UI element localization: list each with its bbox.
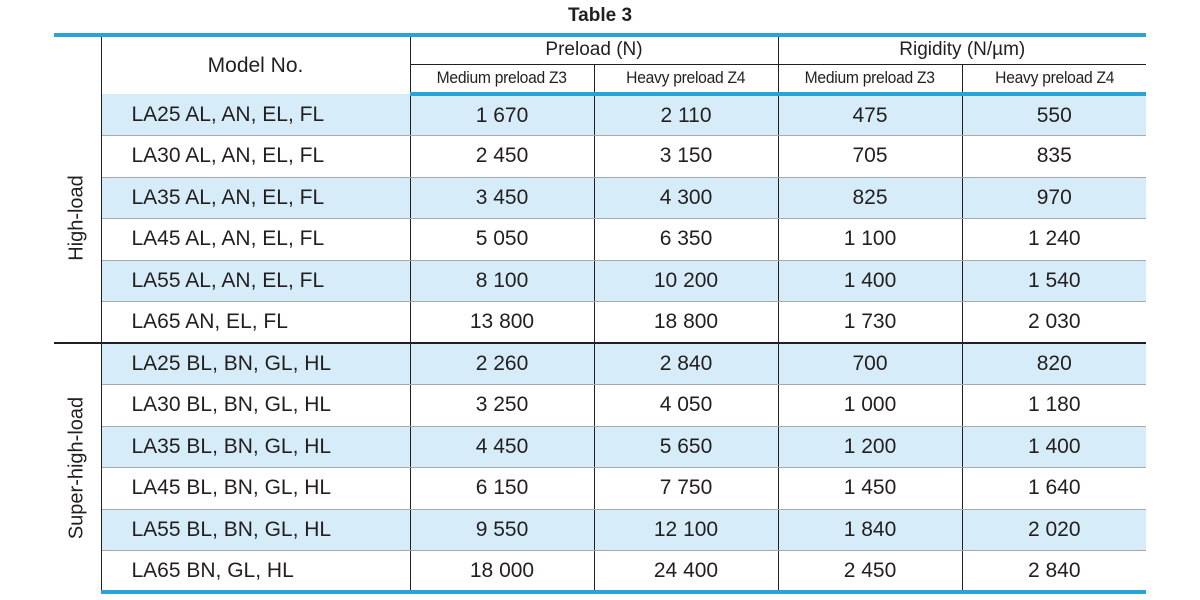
model-number-cell: LA65 BN, GL, HL: [101, 550, 411, 594]
rigidity-medium-z3-cell: 1 400: [777, 260, 962, 302]
model-number-cell: LA35 AL, AN, EL, FL: [101, 177, 411, 219]
preload-medium-z3-cell: 1 670: [410, 94, 594, 136]
table-row: LA55 BL, BN, GL, HL 9 550 12 100 1 840 2 020: [54, 509, 1147, 551]
model-number-cell: LA55 BL, BN, GL, HL: [101, 509, 411, 551]
model-number-cell: LA30 BL, BN, GL, HL: [101, 384, 411, 427]
preload-medium-z3-cell: 9 550: [410, 509, 594, 551]
rigidity-heavy-z4-cell: 1 240: [961, 218, 1147, 261]
preload-header: Preload (N): [409, 33, 778, 65]
rigidity-heavy-z4-cell: 820: [961, 342, 1147, 385]
rigidity-heavy-z4-cell: 1 540: [961, 260, 1147, 302]
rigidity-medium-z3-cell: 2 450: [777, 550, 962, 594]
rigidity-medium-z3-header: Medium preload Z3: [777, 64, 962, 96]
table-row: Super-high-load LA25 BL, BN, GL, HL 2 260 2…: [54, 342, 1147, 592]
preload-medium-z3-cell: 18 000: [410, 550, 594, 594]
rigidity-heavy-z4-cell: 1 640: [961, 467, 1147, 510]
rigidity-medium-z3-cell: 475: [777, 94, 962, 136]
rigidity-medium-z3-cell: 1 450: [777, 467, 962, 510]
rigidity-header: Rigidity (N/µm): [777, 33, 1147, 65]
preload-medium-z3-cell: 6 150: [410, 467, 594, 510]
rigidity-heavy-z4-header: Heavy preload Z4: [961, 64, 1147, 96]
group-label: High-load: [65, 175, 88, 261]
model-number-cell: LA65 AN, EL, FL: [101, 301, 411, 344]
preload-heavy-z4-cell: 10 200: [593, 260, 778, 302]
preload-medium-z3-cell: 3 450: [410, 177, 594, 219]
rigidity-heavy-z4-cell: 2 840: [961, 550, 1147, 594]
preload-medium-z3-cell: 13 800: [410, 301, 594, 344]
preload-heavy-z4-cell: 4 050: [593, 384, 778, 427]
preload-heavy-z4-cell: 3 150: [593, 135, 778, 178]
preload-heavy-z4-cell: 12 100: [593, 509, 778, 551]
rigidity-medium-z3-cell: 705: [777, 135, 962, 178]
preload-medium-z3-cell: 8 100: [410, 260, 594, 302]
rigidity-medium-z3-cell: 1 000: [777, 384, 962, 427]
table-row: LA65 AN, EL, FL 13 800 18 800 1 730 2 030: [54, 301, 1147, 344]
table-row: LA35 AL, AN, EL, FL 3 450 4 300 825 970: [54, 177, 1147, 219]
group-super-high-load: Super-high-load LA25 BL, BN, GL, HL 2 260 2…: [54, 342, 1147, 594]
preload-medium-z3-cell: 3 250: [410, 384, 594, 427]
preload-heavy-z4-cell: 2 110: [593, 94, 778, 136]
preload-medium-z3-cell: 5 050: [410, 218, 594, 261]
preload-heavy-z4-cell: 18 800: [593, 301, 778, 344]
model-number-cell: LA45 BL, BN, GL, HL: [101, 467, 411, 510]
model-number-cell: LA25 AL, AN, EL, FL: [101, 94, 411, 136]
table-row: LA35 BL, BN, GL, HL 4 450 5 650 1 200 1 400: [54, 426, 1147, 468]
preload-medium-z3-cell: 2 260: [410, 342, 594, 385]
preload-heavy-z4-cell: 7 750: [593, 467, 778, 510]
preload-heavy-z4-cell: 5 650: [593, 426, 778, 468]
rigidity-heavy-z4-cell: 2 030: [961, 301, 1147, 344]
preload-rigidity-table: Model No. Preload (N) Rigidity (N/µm) Me…: [54, 33, 1147, 594]
rigidity-heavy-z4-cell: 550: [961, 94, 1147, 136]
model-number-cell: LA25 BL, BN, GL, HL: [101, 342, 411, 385]
preload-heavy-z4-header: Heavy preload Z4: [593, 64, 778, 96]
preload-heavy-z4-cell: 4 300: [593, 177, 778, 219]
table-row: High-load LA25 AL, AN, EL, FL 1 670 2 110 47…: [54, 94, 1147, 343]
table-row: LA30 BL, BN, GL, HL 3 250 4 050 1 000 1 180: [54, 384, 1147, 427]
model-number-cell: LA55 AL, AN, EL, FL: [101, 260, 411, 302]
rigidity-heavy-z4-cell: 970: [961, 177, 1147, 219]
model-number-cell: LA30 AL, AN, EL, FL: [101, 135, 411, 178]
rigidity-medium-z3-cell: 1 840: [777, 509, 962, 551]
group-label-cell: Super-high-load: [54, 342, 102, 592]
model-number-cell: LA35 BL, BN, GL, HL: [101, 426, 411, 468]
rigidity-heavy-z4-cell: 1 400: [961, 426, 1147, 468]
rigidity-medium-z3-cell: 700: [777, 342, 962, 385]
model-number-header: Model No.: [100, 33, 411, 94]
table-row: LA45 BL, BN, GL, HL 6 150 7 750 1 450 1 640: [54, 467, 1147, 510]
rigidity-heavy-z4-cell: 1 180: [961, 384, 1147, 427]
preload-medium-z3-cell: 4 450: [410, 426, 594, 468]
table-row: LA55 AL, AN, EL, FL 8 100 10 200 1 400 1 540: [54, 260, 1147, 302]
preload-medium-z3-cell: 2 450: [410, 135, 594, 178]
rigidity-medium-z3-cell: 1 730: [777, 301, 962, 344]
table-row: LA30 AL, AN, EL, FL 2 450 3 150 705 835: [54, 135, 1147, 178]
rigidity-medium-z3-cell: 1 200: [777, 426, 962, 468]
rigidity-medium-z3-cell: 1 100: [777, 218, 962, 261]
table-title: Table 3: [567, 5, 633, 26]
rigidity-heavy-z4-cell: 835: [961, 135, 1147, 178]
group-label-cell: High-load: [54, 94, 102, 343]
group-header-blank: [54, 33, 101, 94]
preload-heavy-z4-cell: 2 840: [593, 342, 778, 385]
model-number-cell: LA45 AL, AN, EL, FL: [101, 218, 411, 261]
table-row: LA45 AL, AN, EL, FL 5 050 6 350 1 100 1 240: [54, 218, 1147, 261]
table-row: LA65 BN, GL, HL 18 000 24 400 2 450 2 840: [54, 550, 1147, 594]
group-label: Super-high-load: [65, 396, 88, 540]
preload-heavy-z4-cell: 24 400: [593, 550, 778, 594]
rigidity-heavy-z4-cell: 2 020: [961, 509, 1147, 551]
rigidity-medium-z3-cell: 825: [777, 177, 962, 219]
group-high-load: High-load LA25 AL, AN, EL, FL 1 670 2 110 47…: [54, 94, 1147, 344]
preload-heavy-z4-cell: 6 350: [593, 218, 778, 261]
preload-medium-z3-header: Medium preload Z3: [409, 64, 594, 96]
